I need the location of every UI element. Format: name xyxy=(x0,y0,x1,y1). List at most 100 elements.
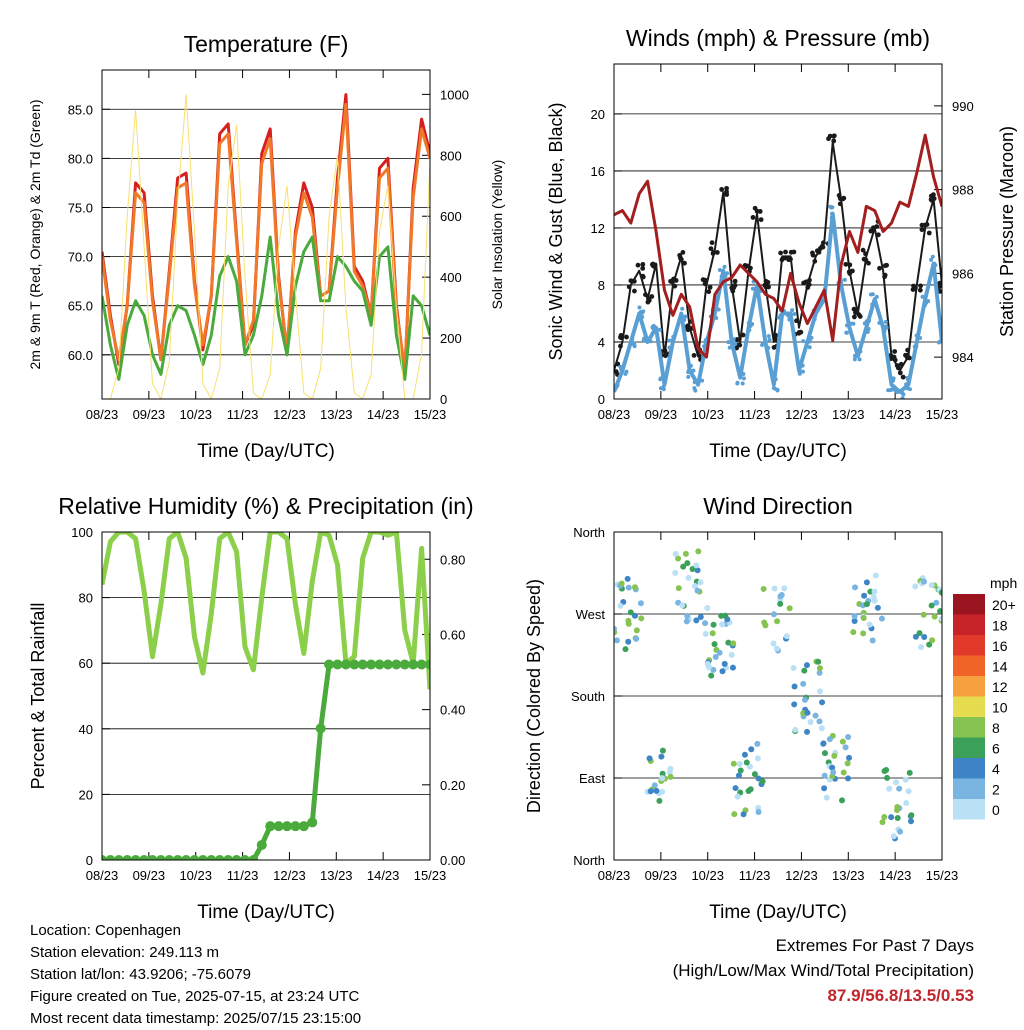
direction-point xyxy=(937,608,942,615)
data-point xyxy=(926,230,932,236)
data-point xyxy=(767,337,772,342)
data-point xyxy=(844,330,849,335)
direction-point xyxy=(770,640,777,647)
x-tick-label: 09/23 xyxy=(133,407,166,422)
direction-point xyxy=(721,660,728,667)
direction-point xyxy=(908,812,915,819)
chart-title: Temperature (F) xyxy=(184,31,349,57)
plot-frame xyxy=(101,69,431,400)
x-tick-label: 10/23 xyxy=(179,407,212,422)
direction-point xyxy=(672,550,679,557)
direction-point xyxy=(812,712,819,719)
legend-title: mph xyxy=(990,575,1017,591)
direction-point xyxy=(888,814,895,821)
direction-point xyxy=(614,637,620,644)
direction-point xyxy=(659,747,666,754)
direction-point xyxy=(804,709,811,716)
direction-point xyxy=(770,611,777,618)
data-point xyxy=(680,250,686,255)
data-point xyxy=(758,217,764,223)
direction-point xyxy=(852,584,859,591)
direction-point xyxy=(680,563,687,570)
data-point xyxy=(640,265,646,271)
recent-timestamp: Most recent data timestamp: 2025/07/15 2… xyxy=(30,1010,362,1027)
data-point xyxy=(775,387,780,392)
data-point xyxy=(667,338,672,343)
direction-point xyxy=(881,813,888,820)
y-tick-label: 16 xyxy=(591,164,605,179)
data-point xyxy=(760,342,765,347)
extremes-value: 87.9/56.8/13.5/0.53 xyxy=(827,986,974,1005)
legend-label: 4 xyxy=(992,761,1000,777)
data-point xyxy=(709,240,715,246)
data-layer xyxy=(614,548,942,842)
y-tick-label: West xyxy=(576,607,606,622)
direction-point xyxy=(683,618,690,625)
y2-tick-label: 0.40 xyxy=(440,703,465,718)
y2-axis-label: Solar Insolation (Yellow) xyxy=(489,160,505,310)
data-point xyxy=(649,294,655,299)
direction-point xyxy=(694,567,701,574)
data-point xyxy=(897,370,903,376)
data-point xyxy=(706,289,712,295)
direction-point xyxy=(830,769,837,776)
direction-point xyxy=(804,728,811,735)
direction-point xyxy=(659,788,666,795)
y-tick-label: 70.0 xyxy=(68,250,93,265)
direction-point xyxy=(863,601,870,608)
x-tick-label: 12/23 xyxy=(273,868,306,883)
data-point xyxy=(640,262,646,267)
data-point xyxy=(771,345,777,350)
data-point xyxy=(766,334,771,339)
direction-point xyxy=(751,771,758,778)
data-point xyxy=(735,380,740,385)
data-point xyxy=(682,260,687,266)
direction-point xyxy=(851,617,858,624)
data-point xyxy=(900,374,906,380)
legend-swatch xyxy=(953,614,985,635)
direction-point xyxy=(736,761,743,768)
data-point xyxy=(868,228,874,234)
legend-label: 10 xyxy=(992,700,1008,716)
direction-point xyxy=(890,833,897,840)
legend-label: 12 xyxy=(992,679,1008,695)
direction-point xyxy=(731,811,738,818)
x-tick-label: 08/23 xyxy=(598,407,631,422)
direction-point xyxy=(625,584,632,591)
direction-point xyxy=(740,811,747,818)
direction-point xyxy=(659,775,666,782)
direction-point xyxy=(831,752,838,759)
direction-point xyxy=(816,718,823,725)
y-tick-label: 20 xyxy=(591,107,605,122)
data-point xyxy=(632,344,637,349)
legend-label: 6 xyxy=(992,741,1000,757)
legend-swatch xyxy=(953,655,985,676)
x-tick-label: 09/23 xyxy=(133,868,166,883)
direction-point xyxy=(870,593,877,600)
direction-point xyxy=(704,604,711,611)
direction-point xyxy=(760,585,767,592)
y2-axis-label: Station Pressure (Maroon) xyxy=(997,126,1017,337)
direction-point xyxy=(928,602,935,609)
data-layer xyxy=(102,532,430,860)
direction-point xyxy=(860,630,867,637)
y2-tick-label: 0.20 xyxy=(440,778,465,793)
series-line xyxy=(102,532,430,690)
legend-swatch xyxy=(953,758,985,779)
chart-title: Relative Humidity (%) & Precipitation (i… xyxy=(58,493,473,519)
direction-point xyxy=(725,639,732,646)
x-tick-label: 14/23 xyxy=(879,407,912,422)
direction-point xyxy=(926,641,933,648)
direction-point xyxy=(846,754,853,761)
direction-point xyxy=(732,785,739,792)
x-tick-label: 11/23 xyxy=(739,407,771,422)
data-point xyxy=(801,280,806,286)
data-point xyxy=(750,286,755,291)
direction-point xyxy=(807,719,814,726)
data-point xyxy=(783,249,788,255)
direction-point xyxy=(792,726,799,733)
x-tick-label: 11/23 xyxy=(227,868,259,883)
direction-point xyxy=(816,665,823,672)
direction-point xyxy=(684,560,691,567)
